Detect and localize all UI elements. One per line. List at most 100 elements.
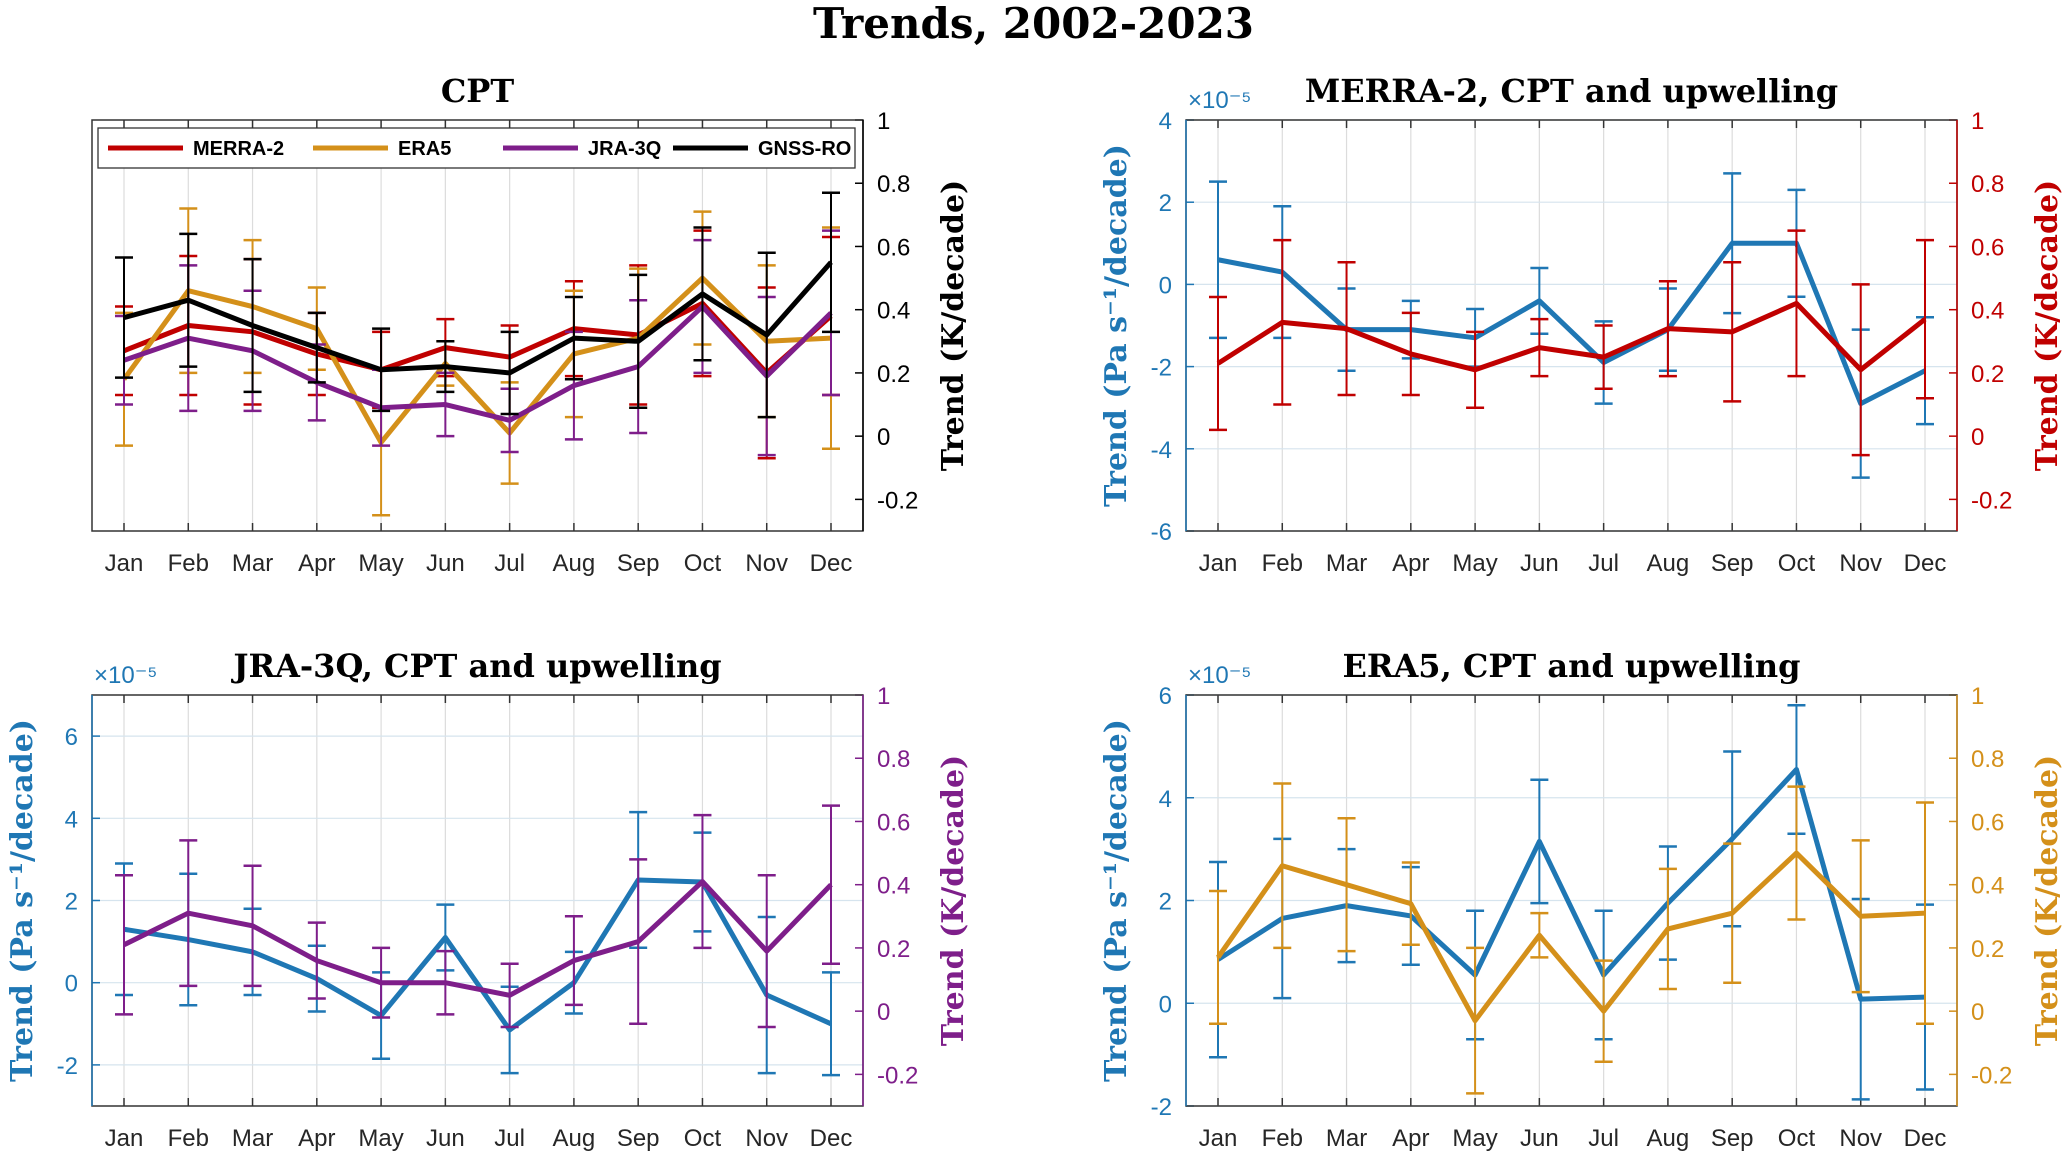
y-right-tick-label: 0.6 xyxy=(1971,234,2004,261)
y-left-label: Trend (Pa s⁻¹/decade) xyxy=(5,719,40,1082)
y-left-tick-label: 4 xyxy=(1159,786,1172,813)
y-left-tick-label: -6 xyxy=(1151,519,1172,546)
panel-2: Jan Feb Mar Apr May Jun Jul Aug Sep Oct Nov Dec -2 0 2… xyxy=(5,647,971,1152)
y-left-tick-label: 2 xyxy=(1159,190,1172,217)
x-tick-label: Feb xyxy=(168,550,209,577)
x-tick-label: Nov xyxy=(1839,1125,1882,1152)
series-cpt xyxy=(1209,229,1934,457)
legend-label: GNSS-RO xyxy=(758,138,851,160)
x-tick-label: Nov xyxy=(745,550,788,577)
y-right-tick-label: 0.6 xyxy=(877,809,910,836)
x-tick-label: Aug xyxy=(553,1125,596,1152)
series-line xyxy=(1217,240,1927,407)
y-right-tick-label: 0.4 xyxy=(877,873,910,900)
x-tick-label: Jun xyxy=(1520,550,1559,577)
x-tick-label: Apr xyxy=(1392,550,1429,577)
y-right-tick-label: -0.2 xyxy=(1971,487,2012,514)
y-left-tick-label: 4 xyxy=(1159,108,1172,135)
series-cpt xyxy=(1209,782,1934,1095)
x-tick-label: Feb xyxy=(1262,550,1303,577)
panel-1: Jan Feb Mar Apr May Jun Jul Aug Sep Oct Nov Dec -6 -4… xyxy=(1099,72,2065,577)
x-tick-label: Jul xyxy=(494,1125,525,1152)
y-right-label: Trend (K/decade) xyxy=(2030,755,2065,1047)
panel-title: JRA-3Q, CPT and upwelling xyxy=(230,647,721,685)
x-tick-label: May xyxy=(1452,1125,1497,1152)
legend-box xyxy=(97,127,856,169)
x-tick-label: Jun xyxy=(426,550,465,577)
series-line xyxy=(123,300,833,376)
y-right-tick-label: 0.2 xyxy=(877,936,910,963)
x-tick-label: Apr xyxy=(298,550,335,577)
x-tick-label: Feb xyxy=(168,1125,209,1152)
x-tick-label: Dec xyxy=(1904,550,1947,577)
figure-title: Trends, 2002-2023 xyxy=(812,0,1255,48)
x-tick-label: Aug xyxy=(553,550,596,577)
x-tick-label: Jul xyxy=(1588,1125,1619,1152)
series-line xyxy=(123,260,833,376)
legend: MERRA-2 ERA5 JRA-3Q GNSS-RO xyxy=(97,127,856,169)
y-left-exponent: ×10⁻⁵ xyxy=(1188,662,1251,689)
x-tick-label: Jul xyxy=(1588,550,1619,577)
x-tick-label: Mar xyxy=(1326,550,1367,577)
x-tick-label: Dec xyxy=(1904,1125,1947,1152)
y-left-tick-label: 2 xyxy=(1159,889,1172,916)
series-gnss-ro xyxy=(115,191,840,419)
x-tick-label: Apr xyxy=(298,1125,335,1152)
y-right-tick-label: 0.2 xyxy=(877,361,910,388)
y-right-tick-label: 0.8 xyxy=(877,171,910,198)
panel-3: Jan Feb Mar Apr May Jun Jul Aug Sep Oct Nov Dec -2 0 2… xyxy=(1099,647,2065,1152)
series-line xyxy=(122,879,833,998)
y-right-tick-label: 0.6 xyxy=(1971,809,2004,836)
y-right-tick-label: -0.2 xyxy=(877,487,918,514)
series-upwelling xyxy=(115,810,840,1077)
panel-title: MERRA-2, CPT and upwelling xyxy=(1305,72,1838,110)
y-left-tick-label: 6 xyxy=(65,724,78,751)
series-line xyxy=(1216,300,1927,373)
x-tick-label: Apr xyxy=(1392,1125,1429,1152)
y-left-tick-label: 0 xyxy=(1159,272,1172,299)
x-tick-label: Sep xyxy=(617,1125,660,1152)
panel-0: Jan Feb Mar Apr May Jun Jul Aug Sep Oct Nov Dec -0.2… xyxy=(91,72,971,577)
y-left-tick-label: -2 xyxy=(1151,1094,1172,1121)
legend-label: JRA-3Q xyxy=(588,138,661,160)
x-tick-label: May xyxy=(358,1125,403,1152)
y-left-tick-label: -2 xyxy=(1151,355,1172,382)
x-tick-label: Jan xyxy=(105,550,144,577)
x-tick-label: Jan xyxy=(105,1125,144,1152)
y-left-exponent: ×10⁻⁵ xyxy=(94,662,157,689)
x-tick-label: Oct xyxy=(1778,550,1816,577)
y-left-label: Trend (Pa s⁻¹/decade) xyxy=(1099,719,1134,1082)
y-right-tick-label: 0.8 xyxy=(877,746,910,773)
x-tick-label: May xyxy=(1452,550,1497,577)
y-left-exponent: ×10⁻⁵ xyxy=(1188,87,1251,114)
y-right-label: Trend (K/decade) xyxy=(936,755,971,1047)
y-right-tick-label: 0.4 xyxy=(877,298,910,325)
series-jra-3q xyxy=(115,229,840,457)
y-left-tick-label: 2 xyxy=(65,889,78,916)
legend-label: ERA5 xyxy=(398,138,451,160)
x-tick-label: May xyxy=(358,550,403,577)
x-tick-label: Aug xyxy=(1647,550,1690,577)
x-tick-label: Dec xyxy=(810,1125,853,1152)
y-right-tick-label: 0.2 xyxy=(1971,361,2004,388)
x-tick-label: Oct xyxy=(684,1125,722,1152)
y-right-tick-label: 0 xyxy=(877,999,890,1026)
y-right-tick-label: -0.2 xyxy=(877,1062,918,1089)
series-line xyxy=(121,275,832,445)
y-left-tick-label: -4 xyxy=(1151,437,1172,464)
x-tick-label: Jun xyxy=(426,1125,465,1152)
x-tick-label: Nov xyxy=(1839,550,1882,577)
x-tick-label: Sep xyxy=(1711,550,1754,577)
x-tick-label: Jan xyxy=(1199,1125,1238,1152)
panel-title: CPT xyxy=(441,72,515,110)
x-tick-label: Nov xyxy=(745,1125,788,1152)
x-tick-label: Mar xyxy=(232,550,273,577)
series-line xyxy=(1216,766,1926,1002)
legend-label: MERRA-2 xyxy=(193,138,284,160)
x-tick-label: Jun xyxy=(1520,1125,1559,1152)
series-line xyxy=(123,877,833,1033)
y-right-tick-label: 1 xyxy=(1971,683,1984,710)
x-tick-label: Dec xyxy=(810,550,853,577)
x-tick-label: Feb xyxy=(1262,1125,1303,1152)
